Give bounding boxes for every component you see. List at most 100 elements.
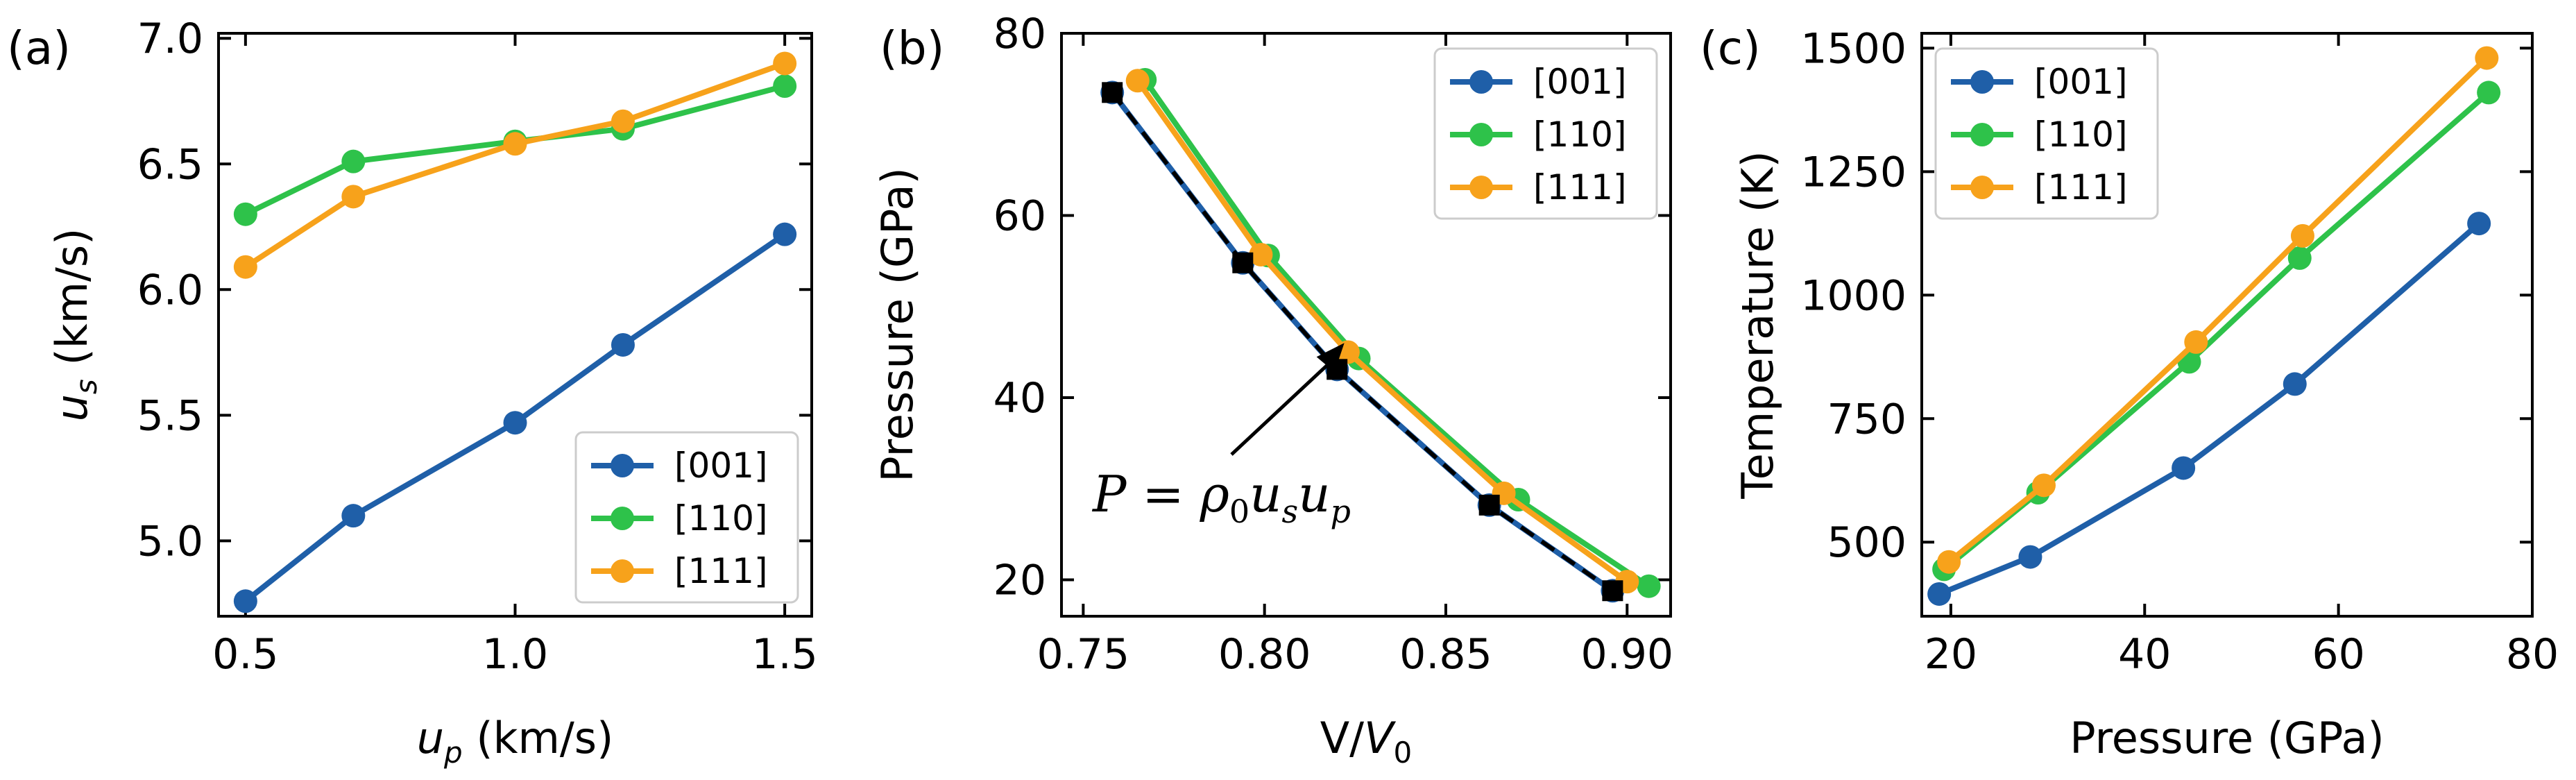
annot-equals: =: [1126, 465, 1200, 523]
y-tick-label: 750: [1827, 395, 1907, 443]
data-point: [611, 109, 635, 133]
data-point: [341, 185, 366, 209]
data-point: [2475, 46, 2499, 70]
data-point: [2032, 473, 2056, 498]
legend-label: [001]: [1533, 62, 1626, 102]
panel-a: 0.5 1.0 1.55.05.56.06.57.0(a)up (km/s)us (…: [7, 15, 818, 770]
y-tick-label: 1250: [1800, 148, 1907, 196]
reference-point: [1602, 580, 1623, 602]
annot-rho-sub: 0: [1229, 493, 1249, 530]
y-axis-label: Pressure (GPa): [872, 167, 923, 482]
data-point: [1927, 582, 1952, 606]
x-tick-label: 60: [2312, 630, 2364, 679]
data-point: [773, 222, 797, 246]
data-point: [233, 255, 257, 279]
axes-frame: [1060, 32, 1672, 618]
y-axis-subscript: s: [69, 379, 103, 394]
annot-up: u: [1298, 465, 1330, 523]
y-tick-label: 6.5: [137, 140, 203, 189]
data-point: [503, 132, 527, 156]
data-point: [341, 149, 366, 173]
x-axis-title: Pressure (GPa): [2070, 713, 2384, 763]
annotation-arrow-shaft: [1230, 357, 1336, 456]
data-point: [233, 202, 257, 226]
y-tick-label: 6.0: [137, 266, 203, 314]
x-tick-label: 0.5: [212, 630, 278, 679]
y-axis-title: us (km/s): [46, 228, 103, 422]
data-point: [233, 589, 257, 613]
y-axis-title: Temperature (K): [1732, 151, 1783, 499]
x-axis-subscript: 0: [1394, 736, 1413, 770]
panel-letter: (b): [880, 22, 944, 75]
reference-point: [1478, 494, 1500, 516]
x-axis-unit: (km/s): [463, 713, 614, 763]
y-axis-symbol: u: [46, 394, 97, 421]
y-tick-label: 5.0: [137, 517, 203, 566]
annot-p: P: [1091, 465, 1127, 523]
annotation-arrowhead: [1316, 343, 1345, 373]
legend-marker: [1970, 70, 1994, 94]
x-tick-label: 1.5: [751, 630, 817, 679]
y-tick-label: 1000: [1800, 271, 1907, 320]
legend-marker: [611, 559, 634, 583]
annot-up-sub: p: [1331, 493, 1351, 530]
x-tick-label: 80: [2506, 630, 2559, 679]
x-axis-symbol: V: [1364, 713, 1397, 763]
data-point: [2172, 456, 2196, 480]
legend-box: [1934, 47, 2159, 220]
legend-label: [111]: [1533, 167, 1626, 207]
data-point: [1937, 550, 1961, 574]
data-point: [2467, 212, 2491, 236]
data-point: [2290, 223, 2314, 248]
x-axis-label: Pressure (GPa): [2070, 713, 2384, 763]
legend-marker: [1469, 70, 1493, 94]
y-tick-label: 20: [993, 557, 1046, 605]
data-point: [1125, 69, 1150, 93]
reference-point: [1102, 82, 1123, 103]
annot-us-sub: s: [1282, 493, 1299, 530]
y-tick-label: 7.0: [137, 15, 203, 63]
x-tick-label: 0.85: [1399, 630, 1492, 679]
legend-label: [110]: [1533, 115, 1626, 155]
y-tick-label: 80: [993, 10, 1046, 58]
axes-frame: [1920, 32, 2534, 618]
data-point: [2283, 372, 2307, 396]
series-line-0: [1938, 221, 2481, 597]
annotation-equation: P = ρ0usup: [1091, 465, 1351, 530]
y-axis-label: Temperature (K): [1732, 151, 1783, 499]
legend-marker: [611, 454, 634, 477]
data-point: [2184, 330, 2208, 354]
reference-point: [1232, 252, 1254, 273]
legend-label: [110]: [674, 498, 767, 539]
x-tick-label: 40: [2118, 630, 2171, 679]
y-tick-label: 60: [993, 192, 1046, 241]
panel-letter: (c): [1700, 22, 1761, 75]
x-axis-ratio: V/: [1320, 713, 1364, 763]
data-point: [1637, 574, 1661, 598]
legend-marker: [1469, 176, 1493, 199]
annot-us: u: [1249, 465, 1281, 523]
data-point: [1249, 242, 1273, 266]
x-tick-label: 20: [1925, 630, 1977, 679]
y-axis-title: Pressure (GPa): [872, 167, 923, 482]
panel-b: 0.75 0.80 0.85 0.9020406080(b)V/V0Pressure …: [872, 10, 1673, 770]
x-axis-symbol: u: [417, 713, 444, 763]
data-point: [773, 51, 797, 76]
legend-label: [111]: [674, 551, 767, 591]
data-point: [2477, 80, 2501, 105]
y-tick-label: 500: [1827, 518, 1907, 567]
data-point: [2287, 246, 2312, 270]
annot-rho: ρ: [1200, 465, 1229, 523]
legend-label: [111]: [2034, 167, 2127, 207]
legend-label: [001]: [674, 446, 767, 486]
panel-letter: (a): [7, 22, 71, 75]
x-tick-label: 0.75: [1037, 630, 1130, 679]
legend-marker: [1469, 123, 1493, 146]
y-axis-unit: (km/s): [46, 228, 97, 380]
data-point: [611, 332, 635, 357]
series-line-2: [244, 60, 786, 270]
legend-marker: [611, 507, 634, 530]
legend-label: [110]: [2034, 115, 2127, 155]
data-point: [503, 411, 527, 435]
x-axis-title: V/V0: [1320, 713, 1412, 770]
